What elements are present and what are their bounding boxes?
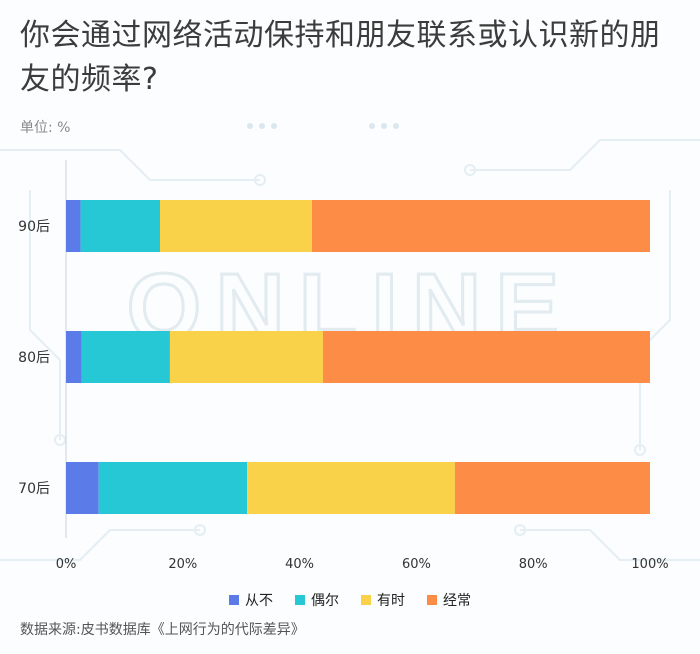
legend-item: 有时	[361, 590, 405, 610]
bar-segment-2-1	[98, 462, 248, 514]
y-tick-label: 80后	[18, 350, 50, 366]
legend-item: 从不	[229, 590, 273, 610]
bar-segment-2-0	[66, 462, 99, 514]
legend-label: 经常	[443, 593, 471, 609]
legend-item: 偶尔	[295, 590, 339, 610]
x-tick-label: 0%	[56, 557, 77, 572]
x-tick-label: 40%	[285, 557, 314, 572]
bar-segment-1-2	[169, 331, 323, 383]
chart-title: 你会通过网络活动保持和朋友联系或认识新的朋友的频率?	[20, 18, 661, 97]
bar-segment-0-2	[160, 200, 312, 252]
x-tick-label: 20%	[168, 557, 197, 572]
y-tick-label: 70后	[18, 481, 50, 497]
legend-swatch	[229, 595, 239, 605]
bar-segment-1-0	[66, 331, 82, 383]
data-source: 数据来源:皮书数据库《上网行为的代际差异》	[20, 622, 305, 638]
legend-swatch	[295, 595, 305, 605]
bar-segment-1-3	[322, 331, 650, 383]
x-tick-label: 100%	[631, 557, 668, 572]
x-tick-label: 60%	[402, 557, 431, 572]
legend-swatch	[427, 595, 437, 605]
legend-label: 有时	[377, 593, 405, 609]
legend-label: 偶尔	[311, 593, 339, 609]
legend-item: 经常	[427, 590, 471, 610]
x-tick-label: 80%	[519, 557, 548, 572]
legend-swatch	[361, 595, 371, 605]
bar-segment-2-2	[247, 462, 455, 514]
legend-label: 从不	[245, 593, 273, 609]
chart-legend: 从不 偶尔 有时 经常	[0, 590, 700, 610]
y-tick-label: 90后	[18, 219, 50, 235]
bar-segment-0-0	[66, 200, 81, 252]
bar-segment-0-3	[311, 200, 650, 252]
bar-segment-0-1	[80, 200, 161, 252]
bar-segment-1-1	[81, 331, 170, 383]
unit-label: 单位: %	[20, 120, 71, 136]
bar-segment-2-3	[454, 462, 650, 514]
